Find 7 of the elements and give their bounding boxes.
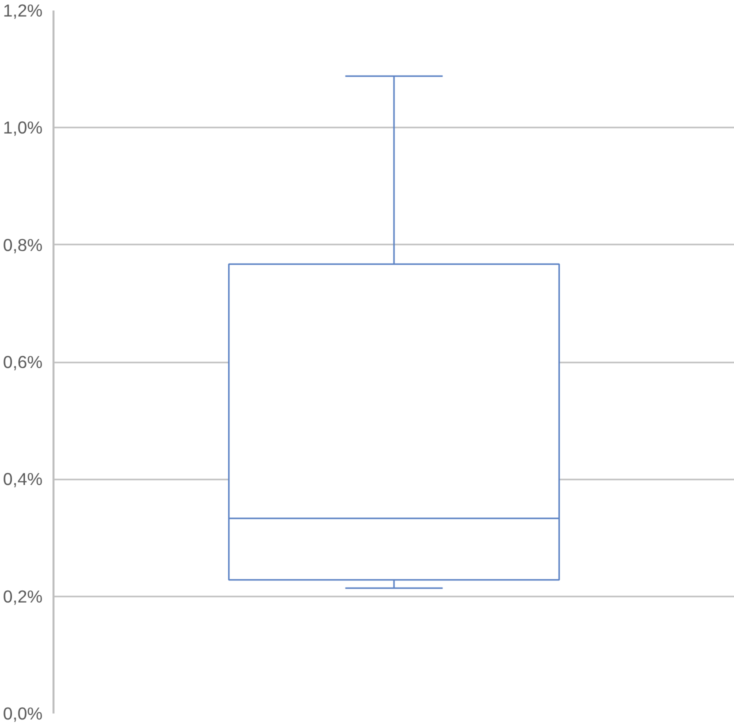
y-tick-label: 0,8%: [3, 234, 43, 255]
y-tick-label: 0,2%: [3, 586, 43, 606]
y-tick-label: 1,2%: [3, 0, 43, 20]
y-tick-label: 1,0%: [3, 118, 43, 138]
y-tick-label: 0,6%: [3, 352, 43, 372]
y-tick-label: 0,4%: [3, 469, 43, 490]
y-tick-label: 0,0%: [3, 704, 43, 723]
